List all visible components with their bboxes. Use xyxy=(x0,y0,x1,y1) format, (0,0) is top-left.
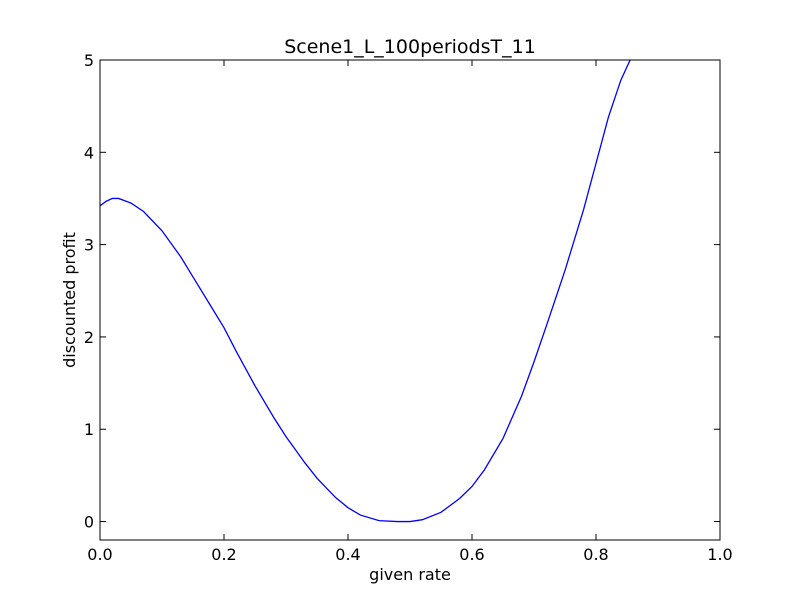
y-tick-label: 2 xyxy=(84,328,94,347)
y-tick-label: 5 xyxy=(84,51,94,70)
x-tick-label: 0.0 xyxy=(87,545,112,564)
y-tick-label: 1 xyxy=(84,420,94,439)
y-tick-label: 4 xyxy=(84,143,94,162)
y-tick-label: 0 xyxy=(84,513,94,532)
chart-title: Scene1_L_100periodsT_11 xyxy=(284,36,536,58)
plot-area: 0.0 0.2 0.4 0.6 0.8 1.0 0 1 2 3 4 5 xyxy=(84,51,733,564)
x-tick-label: 0.6 xyxy=(459,545,484,564)
x-tick-label: 1.0 xyxy=(707,545,732,564)
y-axis-label: discounted profit xyxy=(60,232,79,368)
x-axis-label: given rate xyxy=(369,565,451,584)
x-tick-label: 0.4 xyxy=(335,545,360,564)
series-line-0 xyxy=(100,60,631,523)
x-tick-label: 0.2 xyxy=(211,545,236,564)
axes-frame xyxy=(99,59,721,541)
x-tick-label: 0.8 xyxy=(583,545,608,564)
y-tick-label: 3 xyxy=(84,236,94,255)
